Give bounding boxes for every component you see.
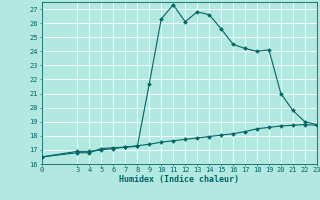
X-axis label: Humidex (Indice chaleur): Humidex (Indice chaleur) bbox=[119, 175, 239, 184]
